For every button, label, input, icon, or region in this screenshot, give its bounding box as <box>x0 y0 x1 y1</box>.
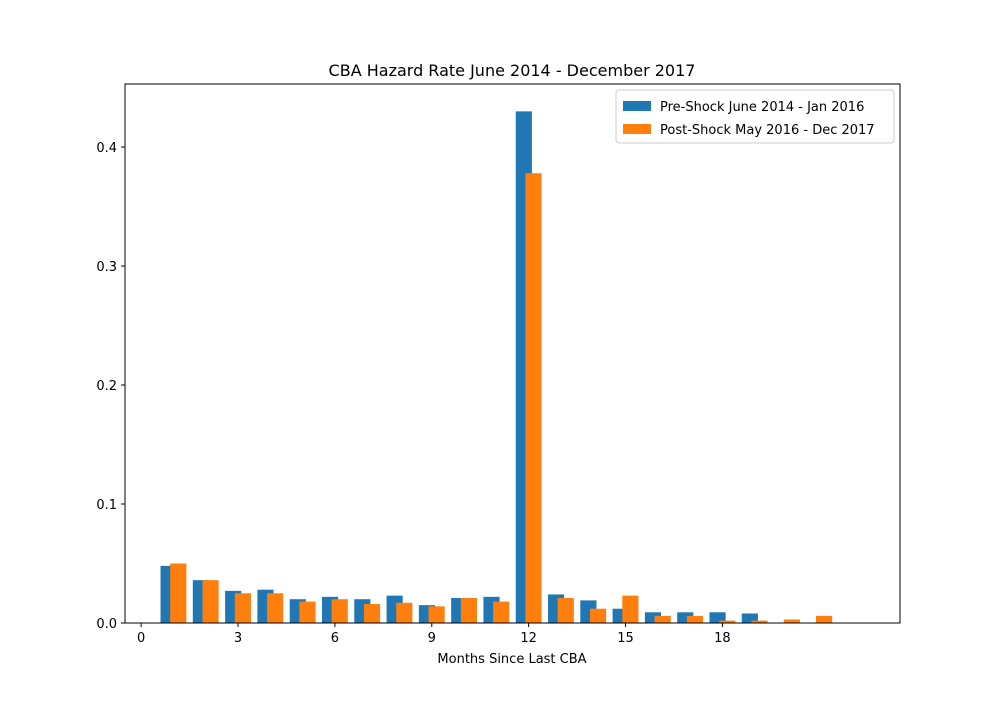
bar-series-2-month-6 <box>331 599 348 623</box>
x-axis-label: Months Since Last CBA <box>437 652 586 667</box>
x-tick-label: 6 <box>331 631 339 646</box>
bar-series-1-month-17 <box>677 612 694 623</box>
bar-series-2-month-7 <box>363 603 381 623</box>
legend-swatch-1 <box>623 101 651 111</box>
bar-series-2-month-19 <box>751 620 768 623</box>
legend: Pre-Shock June 2014 - Jan 2016 Post-Shock… <box>615 89 895 144</box>
bar-series-2-month-21 <box>816 615 833 623</box>
bar-series-2-month-2 <box>202 580 219 623</box>
bar-series-1-month-19 <box>741 613 758 623</box>
x-tick-label: 3 <box>234 631 242 646</box>
plot-frame <box>124 83 901 624</box>
bar-series-2-month-14 <box>590 608 607 623</box>
bar-series-2-month-10 <box>460 598 477 623</box>
bar-series-2-month-13 <box>557 598 574 623</box>
legend-label-2: Post-Shock May 2016 - Dec 2017 <box>660 123 875 138</box>
bar-series-2-month-1 <box>170 563 187 623</box>
x-tick-label: 15 <box>617 631 634 646</box>
bar-series-2-month-9 <box>428 606 445 623</box>
bar-series-2-month-20 <box>783 619 800 623</box>
bar-series-2-month-17 <box>686 615 704 623</box>
y-tick-label: 0.3 <box>96 260 117 275</box>
chart-title: CBA Hazard Rate June 2014 - December 201… <box>329 61 696 80</box>
y-axis: 0.0 0.1 0.2 0.3 0.4 <box>96 141 125 632</box>
y-tick-label: 0.0 <box>96 617 117 632</box>
bar-series-1-month-16 <box>644 612 662 623</box>
legend-label-1: Pre-Shock June 2014 - Jan 2016 <box>660 100 864 115</box>
bar-series-2-month-3 <box>234 593 251 623</box>
x-tick-label: 9 <box>428 631 436 646</box>
x-tick-label: 0 <box>137 631 145 646</box>
y-tick-label: 0.4 <box>96 141 117 156</box>
bar-series-2-month-8 <box>396 602 413 623</box>
legend-box <box>615 89 895 144</box>
x-axis: 0 3 6 9 12 15 18 <box>137 623 731 646</box>
bar-series-2-month-12 <box>525 173 542 623</box>
bar-series-2-month-4 <box>267 593 284 623</box>
bar-series-2-month-5 <box>299 601 316 623</box>
legend-swatch-2 <box>623 124 651 134</box>
bar-series-2-month-18 <box>719 620 736 623</box>
bar-series-1-month-18 <box>709 612 726 623</box>
bar-series-2-month-11 <box>493 601 510 623</box>
y-tick-label: 0.2 <box>96 379 117 394</box>
x-tick-label: 12 <box>520 631 537 646</box>
y-tick-label: 0.1 <box>96 498 117 513</box>
bar-series-2-month-16 <box>654 615 671 623</box>
x-tick-label: 18 <box>714 631 731 646</box>
bars-layer <box>160 111 833 623</box>
bar-series-2-month-15 <box>622 595 639 623</box>
